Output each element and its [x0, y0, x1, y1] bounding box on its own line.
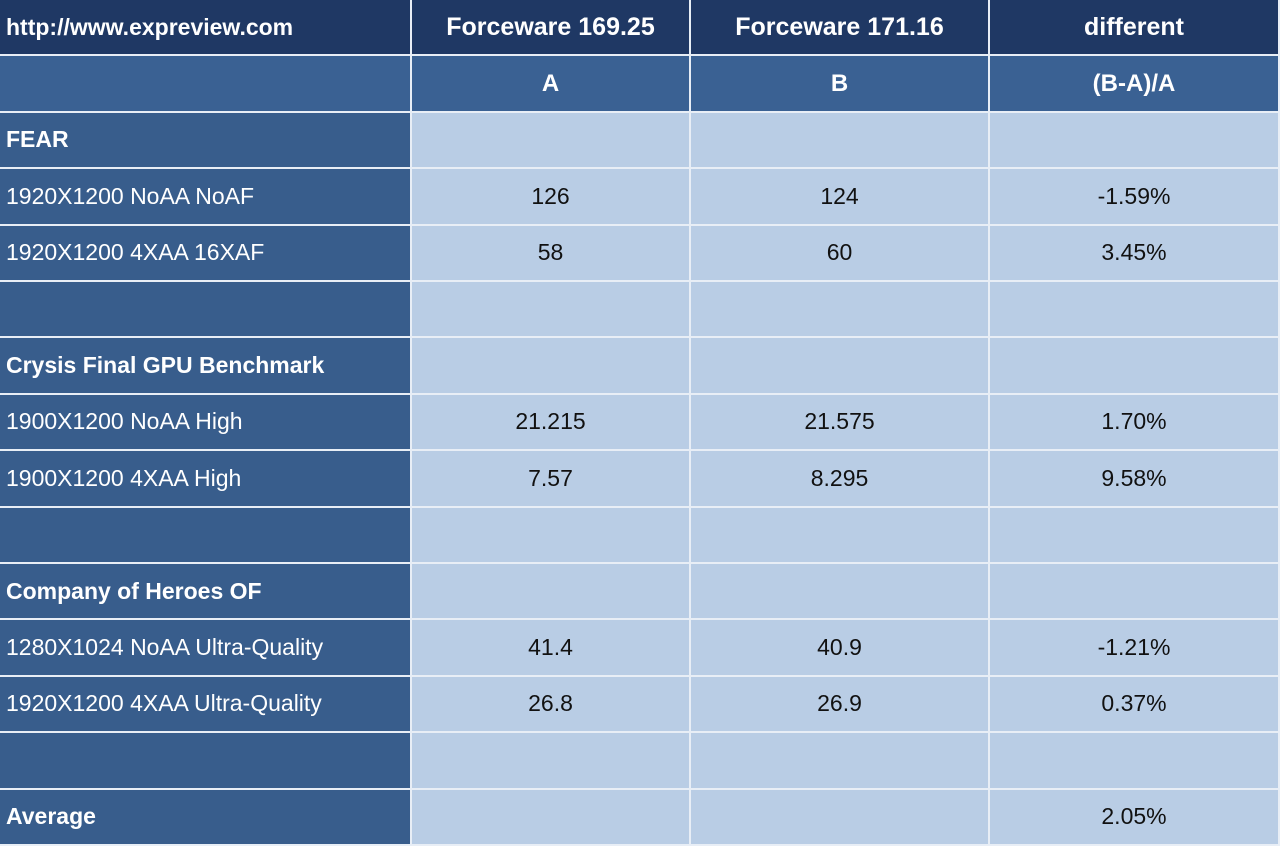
cell-text: -1.59%: [1097, 182, 1171, 209]
data-cell: -1.59%: [990, 169, 1280, 226]
header-cell: http://www.expreview.com: [0, 0, 412, 57]
data-cell: -1.21%: [990, 620, 1280, 677]
cell-text: 8.295: [810, 464, 869, 491]
data-cell: 126: [412, 169, 691, 226]
cell-text: 1920X1200 4XAA Ultra-Quality: [6, 690, 322, 717]
data-cell: [412, 733, 691, 790]
data-cell: 21.575: [691, 394, 990, 452]
cell-text: Crysis Final GPU Benchmark: [6, 352, 325, 379]
cell-text: -1.21%: [1097, 634, 1171, 661]
cell-text: 21.215: [515, 408, 586, 435]
header-cell: Forceware 171.16: [691, 0, 990, 57]
cell-text: 3.45%: [1101, 239, 1167, 266]
cell-text: 26.9: [817, 690, 862, 717]
data-cell: 8.295: [691, 451, 990, 508]
data-cell: [412, 564, 691, 621]
data-cell: [412, 507, 691, 564]
row-label: 1900X1200 NoAA High: [0, 394, 412, 452]
data-cell: 9.58%: [990, 451, 1280, 508]
data-cell: 7.57: [412, 451, 691, 508]
header-cell: B: [691, 56, 990, 113]
data-cell: [990, 507, 1280, 564]
row-label: Company of Heroes OF: [0, 564, 412, 621]
data-cell: 40.9: [691, 620, 990, 677]
cell-text: (B-A)/A: [1092, 69, 1176, 97]
data-cell: [412, 112, 691, 170]
cell-text: different: [1084, 12, 1184, 41]
cell-text: 1.70%: [1101, 408, 1167, 435]
data-cell: 1.70%: [990, 394, 1280, 452]
data-cell: [691, 789, 990, 846]
data-cell: [412, 282, 691, 339]
data-cell: 124: [691, 169, 990, 226]
data-cell: [412, 338, 691, 395]
cell-text: 1920X1200 NoAA NoAF: [6, 182, 255, 209]
row-label: Crysis Final GPU Benchmark: [0, 338, 412, 395]
data-cell: 26.8: [412, 676, 691, 734]
cell-text: 21.575: [804, 408, 875, 435]
cell-text: 40.9: [817, 634, 862, 661]
cell-text: Forceware 171.16: [735, 12, 944, 41]
data-cell: [691, 338, 990, 395]
row-label: [0, 282, 412, 339]
data-cell: 0.37%: [990, 676, 1280, 734]
header-cell: [0, 56, 412, 113]
data-cell: 3.45%: [990, 225, 1280, 282]
header-cell: A: [412, 56, 691, 113]
data-cell: [691, 507, 990, 564]
data-cell: [990, 733, 1280, 790]
row-label: 1280X1024 NoAA Ultra-Quality: [0, 620, 412, 677]
cell-text: Company of Heroes OF: [6, 577, 262, 604]
data-cell: [412, 789, 691, 846]
cell-text: 1280X1024 NoAA Ultra-Quality: [6, 634, 324, 661]
row-label: Average: [0, 789, 412, 846]
data-cell: 60: [691, 225, 990, 282]
cell-text: 124: [820, 182, 859, 209]
cell-text: 60: [826, 239, 853, 266]
data-cell: [691, 733, 990, 790]
row-label: [0, 507, 412, 564]
row-label: [0, 733, 412, 790]
cell-text: Forceware 169.25: [446, 12, 655, 41]
data-cell: 58: [412, 225, 691, 282]
row-label: 1920X1200 4XAA Ultra-Quality: [0, 676, 412, 734]
row-label: 1920X1200 NoAA NoAF: [0, 169, 412, 226]
data-cell: [990, 338, 1280, 395]
cell-text: 58: [537, 239, 564, 266]
data-cell: 2.05%: [990, 789, 1280, 846]
cell-text: B: [830, 69, 849, 97]
cell-text: 9.58%: [1101, 464, 1167, 491]
data-cell: 26.9: [691, 676, 990, 734]
data-cell: [691, 564, 990, 621]
cell-text: Average: [6, 803, 96, 830]
cell-text: 2.05%: [1101, 803, 1167, 830]
cell-text: http://www.expreview.com: [6, 13, 294, 40]
header-cell: different: [990, 0, 1280, 57]
data-cell: [691, 282, 990, 339]
cell-text: 1900X1200 4XAA High: [6, 464, 242, 491]
data-cell: 41.4: [412, 620, 691, 677]
cell-text: 41.4: [528, 634, 573, 661]
data-cell: [990, 282, 1280, 339]
row-label: 1920X1200 4XAA 16XAF: [0, 225, 412, 282]
cell-text: 26.8: [528, 690, 573, 717]
data-cell: [691, 112, 990, 170]
cell-text: 126: [531, 182, 570, 209]
cell-text: 1920X1200 4XAA 16XAF: [6, 239, 265, 266]
cell-text: A: [541, 69, 560, 97]
data-cell: [990, 112, 1280, 170]
data-cell: 21.215: [412, 394, 691, 452]
cell-text: FEAR: [6, 126, 69, 153]
row-label: FEAR: [0, 112, 412, 170]
cell-text: 1900X1200 NoAA High: [6, 408, 243, 435]
header-cell: Forceware 169.25: [412, 0, 691, 57]
cell-text: 0.37%: [1101, 690, 1167, 717]
data-cell: [990, 564, 1280, 621]
cell-text: 7.57: [528, 464, 573, 491]
row-label: 1900X1200 4XAA High: [0, 451, 412, 508]
header-cell: (B-A)/A: [990, 56, 1280, 113]
